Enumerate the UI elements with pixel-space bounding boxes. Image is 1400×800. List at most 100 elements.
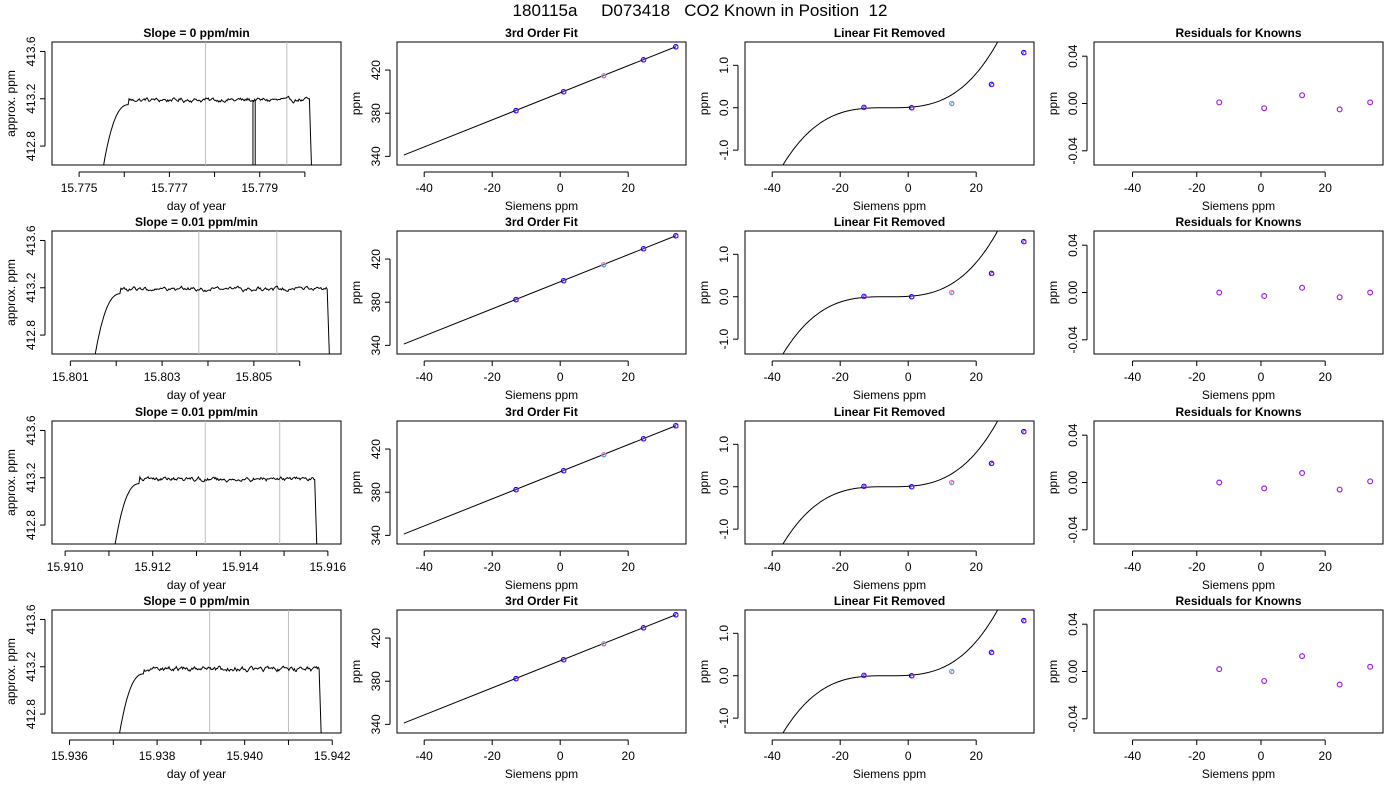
x-tick-label: 0 — [905, 749, 912, 763]
plot-frame — [1093, 230, 1384, 355]
known-point-fit — [642, 437, 647, 442]
plot-frame — [1093, 420, 1384, 545]
cubic-fit-curve — [782, 231, 999, 354]
plot-frame — [396, 609, 687, 734]
x-tick-label: -40 — [1124, 181, 1142, 195]
y-axis-label: ppm — [349, 471, 363, 494]
x-tick-label: -40 — [764, 749, 782, 763]
x-tick-label: 20 — [622, 560, 636, 574]
plot-frame — [51, 420, 342, 545]
x-axis-label: day of year — [167, 388, 226, 402]
unknown-point-fit — [602, 453, 607, 457]
panel-r3c3: Linear Fit Removed -40 -20 0 20 Siemens ppm -1… — [697, 405, 1035, 592]
y-tick-label: -1.0 — [717, 707, 731, 728]
panel-r3c4: Residuals for Knowns -40 -20 0 20 Siemens ppm… — [1046, 405, 1384, 592]
plot-frame — [744, 230, 1035, 355]
x-axis: -40 -20 0 20 Siemens ppm — [764, 171, 984, 213]
y-axis-label: ppm — [1046, 471, 1060, 494]
x-tick-label: -20 — [1188, 181, 1206, 195]
x-tick-label: 15.803 — [144, 370, 181, 384]
unknown-point-fit — [950, 481, 955, 485]
y-axis: 412.8 413.2 413.6 approx. ppm — [4, 225, 46, 350]
cubic-fit-curve — [782, 610, 999, 733]
y-axis: 340 380 420 ppm — [349, 249, 391, 355]
x-tick-label: 20 — [622, 749, 636, 763]
plot-area — [1216, 284, 1374, 301]
panel-title: Slope = 0 ppm/min — [143, 594, 249, 608]
y-axis-label: approx. ppm — [4, 70, 18, 137]
known-point-fit — [514, 488, 519, 493]
x-axis: -40 -20 0 20 Siemens ppm — [416, 739, 636, 781]
trace-line — [94, 285, 330, 354]
x-axis: -40 -20 0 20 Siemens ppm — [1124, 550, 1332, 592]
known-point-fit — [642, 58, 647, 63]
unknown-point-fit — [950, 102, 955, 106]
plot-area — [103, 42, 312, 165]
plot-area — [1216, 470, 1374, 493]
x-tick-label: 15.910 — [47, 560, 84, 574]
x-tick-label: 15.916 — [310, 560, 347, 574]
residual-point — [1216, 666, 1223, 673]
y-tick-label: 412.8 — [24, 320, 38, 350]
y-tick-label: 1.0 — [717, 246, 731, 263]
unknown-point-fit — [950, 670, 955, 674]
x-tick-label: 20 — [622, 181, 636, 195]
known-point-fit — [990, 651, 995, 656]
plot-area — [1216, 92, 1374, 113]
panel-r2c4: Residuals for Knowns -40 -20 0 20 Siemens ppm… — [1046, 215, 1384, 402]
x-axis-label: Siemens ppm — [1202, 388, 1275, 402]
x-axis-label: Siemens ppm — [505, 199, 578, 213]
known-point-fit — [910, 674, 915, 679]
plot-area — [403, 232, 679, 345]
x-tick-label: -20 — [1188, 749, 1206, 763]
y-tick-label: 413.6 — [24, 225, 38, 255]
x-tick-label: -20 — [484, 749, 502, 763]
y-axis: -1.0 0.0 1.0 ppm — [697, 57, 739, 160]
known-point-fit — [1022, 240, 1027, 245]
plot-frame — [396, 41, 687, 166]
y-tick-label: 0.00 — [1066, 280, 1080, 304]
y-tick-label: 1.0 — [717, 625, 731, 642]
y-axis-label: ppm — [697, 281, 711, 304]
x-tick-label: 15.914 — [222, 560, 259, 574]
y-axis-label: ppm — [349, 92, 363, 115]
y-axis-label: ppm — [697, 471, 711, 494]
y-axis-label: approx. ppm — [4, 259, 18, 326]
x-tick-label: -40 — [1124, 370, 1142, 384]
plot-frame — [51, 230, 342, 355]
x-axis: -40 -20 0 20 Siemens ppm — [1124, 360, 1332, 402]
x-tick-label: 20 — [970, 370, 984, 384]
x-axis: -40 -20 0 20 Siemens ppm — [764, 360, 984, 402]
known-point-fit — [514, 677, 519, 682]
y-tick-label: -0.04 — [1066, 137, 1080, 165]
known-point-fit — [1022, 430, 1027, 435]
known-point-fit — [562, 658, 567, 663]
plot-frame — [744, 41, 1035, 166]
plot-frame — [744, 420, 1035, 545]
residual-point — [1336, 486, 1343, 493]
x-tick-label: -20 — [484, 181, 502, 195]
x-tick-label: 20 — [970, 181, 984, 195]
y-tick-label: 412.8 — [24, 699, 38, 729]
x-axis: -40 -20 0 20 Siemens ppm — [416, 550, 636, 592]
residual-point — [1367, 99, 1374, 106]
unknown-point-fit — [602, 74, 607, 78]
panel-title: Linear Fit Removed — [834, 215, 945, 229]
residual-point — [1216, 479, 1223, 486]
plot-frame — [744, 609, 1035, 734]
known-point-fit — [514, 298, 519, 303]
x-axis: 15.936 15.938 15.940 15.942 day of year — [51, 739, 351, 781]
known-point-fit — [562, 279, 567, 284]
y-tick-label: 420 — [369, 249, 383, 269]
residual-point — [1367, 478, 1374, 485]
x-tick-label: 20 — [622, 370, 636, 384]
plot-frame — [396, 230, 687, 355]
x-axis-label: Siemens ppm — [505, 388, 578, 402]
y-axis-label: approx. ppm — [4, 449, 18, 516]
y-axis: -0.04 0.00 0.04 ppm — [1046, 423, 1088, 543]
plot-area — [114, 421, 318, 544]
panel-r2c3: Linear Fit Removed -40 -20 0 20 Siemens ppm -1… — [697, 215, 1035, 402]
y-tick-label: 413.6 — [24, 415, 38, 445]
known-point-fit — [674, 234, 679, 239]
